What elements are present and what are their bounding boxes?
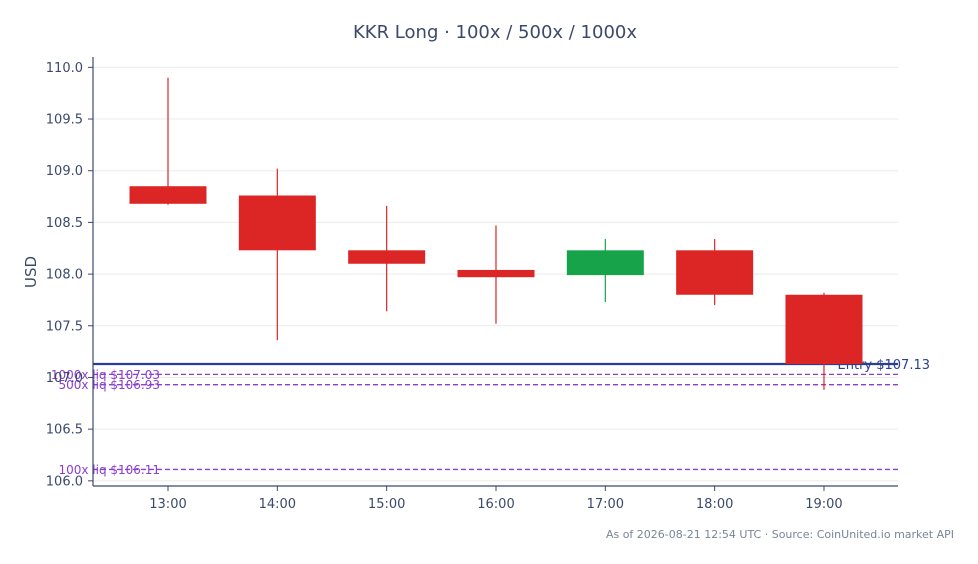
y-tick-label: 109.5: [46, 113, 83, 128]
candle: [238, 168, 316, 341]
liquidation-label: 500x liq $106.93: [58, 378, 160, 392]
y-tick-label: 107.0: [46, 371, 83, 386]
candle-body: [457, 269, 535, 278]
y-tick-label: 109.0: [46, 164, 83, 179]
candles: [129, 77, 863, 390]
candle-body: [785, 294, 863, 365]
chart-title: KKR Long · 100x / 500x / 1000x: [353, 22, 637, 43]
candle: [566, 238, 644, 302]
candle: [785, 292, 863, 390]
x-tick-label: 16:00: [477, 497, 514, 512]
candle-body: [676, 250, 754, 295]
candle: [348, 205, 426, 312]
x-tick-label: 17:00: [587, 497, 624, 512]
x-tick-label: 19:00: [805, 497, 842, 512]
y-axis-label: USD: [22, 256, 40, 288]
axes: 106.0 106.5 107.0 107.5 108.0 108.5 109.0 109.5…: [46, 57, 898, 512]
x-tick-label: 14:00: [259, 497, 296, 512]
y-tick-label: 108.0: [46, 268, 83, 283]
y-tick-label: 106.0: [46, 474, 83, 489]
candle: [676, 238, 754, 306]
candle-body: [238, 195, 316, 251]
y-tick-label: 108.5: [46, 216, 83, 231]
candle: [457, 225, 535, 324]
x-tick-label: 18:00: [696, 497, 733, 512]
liquidation-label: 1000x liq $107.03: [51, 368, 160, 382]
y-tick-label: 106.5: [46, 423, 83, 438]
candle-body: [566, 250, 644, 276]
candle: [129, 77, 207, 205]
x-tick-label: 13:00: [149, 497, 186, 512]
liquidation-label: 100x liq $106.11: [58, 463, 160, 477]
candle-body: [129, 186, 207, 204]
y-tick-label: 110.0: [46, 61, 83, 76]
footer-source: As of 2026-08-21 12:54 UTC · Source: Coi…: [606, 528, 954, 541]
y-tick-label: 107.5: [46, 319, 83, 334]
candle-body: [348, 250, 426, 264]
x-tick-label: 15:00: [368, 497, 405, 512]
